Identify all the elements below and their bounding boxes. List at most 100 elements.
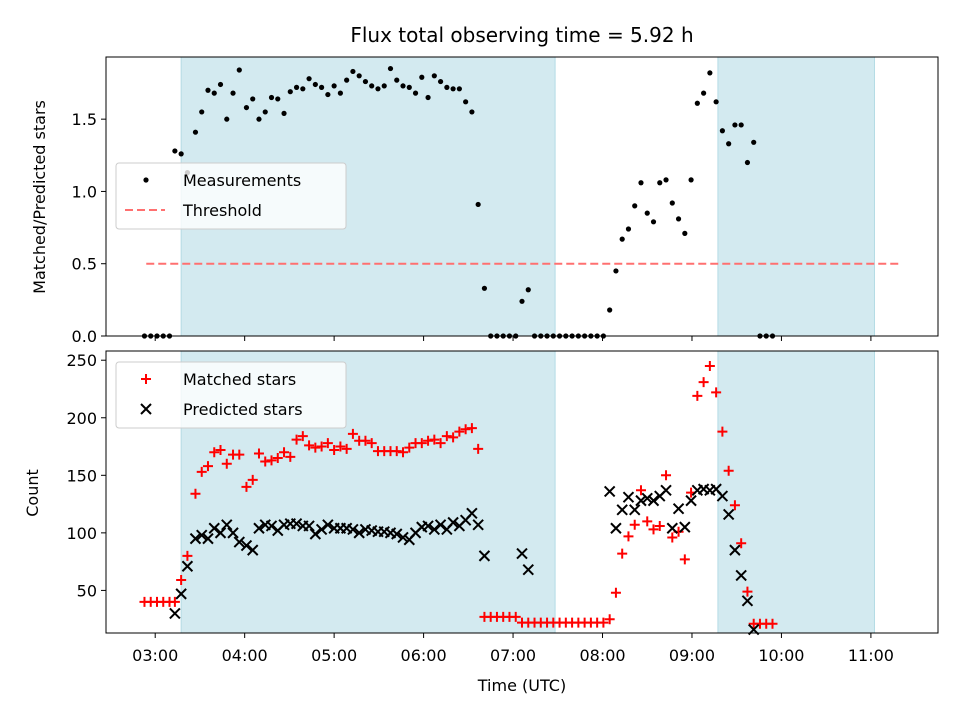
- matched-point: [304, 440, 315, 451]
- data-point: [369, 83, 375, 89]
- data-point: [217, 81, 224, 88]
- data-point: [356, 73, 362, 79]
- matched-point: [711, 387, 722, 398]
- data-point: [387, 65, 394, 72]
- data-point: [300, 86, 306, 92]
- data-point: [281, 110, 287, 116]
- x-tick-label: 09:00: [669, 646, 715, 665]
- data-point: [738, 122, 744, 128]
- matched-point: [202, 461, 213, 472]
- data-point: [707, 70, 713, 76]
- x-tick-label: 10:00: [758, 646, 804, 665]
- predicted-point: [610, 522, 622, 534]
- top-legend-box: [115, 162, 347, 230]
- x-axis-label: Time (UTC): [477, 676, 566, 695]
- predicted-point: [647, 494, 660, 507]
- data-point: [211, 90, 217, 96]
- predicted-point: [666, 522, 679, 534]
- data-point: [469, 109, 475, 115]
- matched-point: [169, 596, 180, 607]
- data-point: [375, 86, 381, 92]
- legend-label: Measurements: [183, 171, 301, 190]
- matched-point: [366, 438, 377, 449]
- data-point: [337, 90, 343, 96]
- matched-point: [610, 587, 621, 598]
- matched-point: [335, 441, 346, 452]
- predicted-point: [233, 536, 246, 548]
- top-panel-x-ticks: [154, 336, 872, 341]
- predicted-point: [181, 560, 194, 572]
- data-point: [744, 159, 751, 166]
- y-tick-label: 250: [66, 351, 97, 370]
- matched-point: [429, 434, 440, 445]
- predicted-point: [315, 523, 328, 536]
- data-point: [701, 90, 707, 96]
- matched-point: [604, 614, 615, 625]
- data-point: [475, 201, 481, 208]
- matched-point: [190, 488, 201, 499]
- matched-point: [648, 524, 659, 535]
- predicted-point: [227, 527, 239, 539]
- predicted-point: [672, 502, 685, 515]
- matched-point: [679, 554, 690, 565]
- matched-point: [221, 458, 232, 469]
- y-tick-label: 0.5: [72, 255, 97, 274]
- matched-point: [260, 456, 271, 467]
- matched-point: [285, 451, 296, 462]
- matched-point: [176, 575, 187, 586]
- bottom-panel-x-ticks: 03:00 04:00 05:00 06:00 07:00 08:00 09:00 10:00…: [132, 633, 894, 665]
- data-point: [619, 236, 625, 242]
- matched-point: [215, 444, 226, 455]
- data-point: [657, 180, 663, 186]
- x-tick-label: 07:00: [490, 646, 536, 665]
- matched-point: [316, 441, 327, 452]
- y-tick-label: 1.5: [72, 110, 97, 129]
- matched-point: [617, 548, 628, 559]
- bottom-panel-y-ticks: 50 100 150 200 250: [66, 351, 106, 600]
- matched-point: [704, 360, 715, 371]
- predicted-point: [622, 491, 635, 503]
- matched-point: [398, 447, 409, 458]
- top-panel-marks: [141, 65, 900, 339]
- predicted-point: [202, 532, 214, 545]
- matched-point: [329, 444, 340, 455]
- data-point: [178, 151, 184, 157]
- y-tick-label: 150: [66, 466, 97, 485]
- legend-label: Threshold: [182, 201, 262, 220]
- matched-point: [667, 532, 678, 543]
- predicted-point: [741, 595, 754, 607]
- predicted-point: [434, 519, 447, 531]
- matched-point: [661, 470, 672, 481]
- predicted-point: [240, 539, 253, 552]
- predicted-point: [303, 520, 315, 532]
- data-point: [406, 84, 412, 90]
- top-panel-legend: Measurements Threshold: [115, 162, 347, 230]
- matched-point: [391, 446, 402, 457]
- data-point: [463, 99, 469, 105]
- predicted-point: [214, 527, 227, 539]
- matched-point: [310, 442, 321, 453]
- shaded-interval: [717, 350, 875, 634]
- legend-item: Matched stars: [141, 370, 296, 389]
- data-point: [293, 84, 300, 90]
- top-panel-frame: [105, 56, 939, 337]
- predicted-point: [175, 588, 187, 600]
- matched-point: [654, 520, 665, 531]
- data-point: [638, 180, 644, 186]
- data-point: [394, 77, 400, 83]
- data-point: [713, 99, 719, 105]
- matched-point: [466, 423, 477, 434]
- matched-point: [404, 442, 415, 453]
- matched-point: [234, 449, 245, 460]
- legend-label: Matched stars: [183, 370, 296, 389]
- data-point: [675, 216, 682, 222]
- matched-point: [698, 377, 709, 388]
- data-point: [319, 84, 325, 90]
- legend-item: Threshold: [125, 201, 262, 220]
- predicted-point: [169, 607, 181, 620]
- data-point: [287, 89, 293, 95]
- series-predicted-stars: [169, 483, 760, 636]
- matched-point: [736, 538, 747, 549]
- matched-point: [629, 519, 640, 530]
